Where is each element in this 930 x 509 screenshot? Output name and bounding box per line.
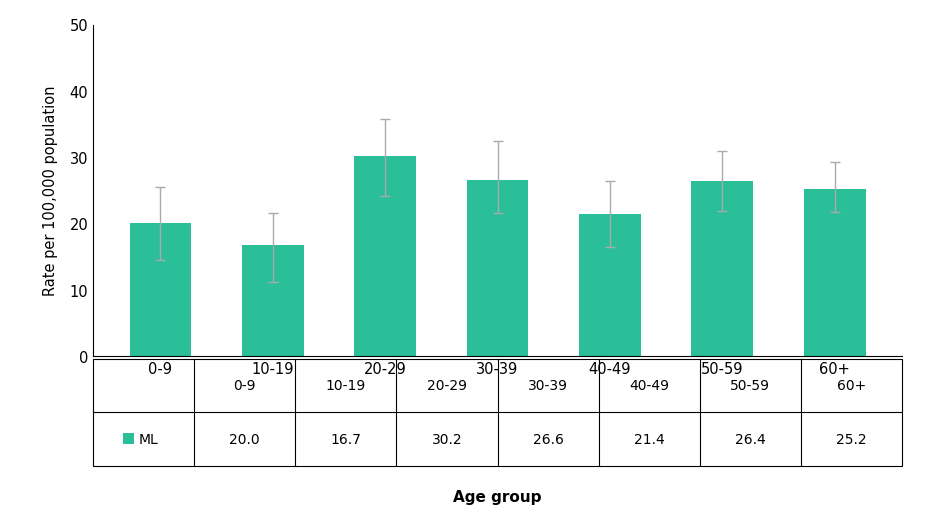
Text: ML: ML	[139, 432, 159, 446]
Text: 25.2: 25.2	[836, 432, 867, 446]
Text: 50-59: 50-59	[730, 379, 770, 392]
Bar	[579, 215, 641, 356]
Bar	[804, 189, 866, 356]
Text: 30-39: 30-39	[528, 379, 568, 392]
Text: 21.4: 21.4	[634, 432, 665, 446]
Bar	[242, 246, 304, 356]
Text: 26.4: 26.4	[735, 432, 765, 446]
Bar	[129, 224, 192, 356]
Bar	[354, 156, 416, 356]
Text: 20.0: 20.0	[230, 432, 260, 446]
Bar	[691, 182, 753, 356]
Text: 26.6: 26.6	[533, 432, 564, 446]
Text: 16.7: 16.7	[330, 432, 361, 446]
Text: 20-29: 20-29	[427, 379, 467, 392]
Text: Age group: Age group	[453, 489, 542, 504]
Bar	[467, 180, 528, 356]
Text: 40-49: 40-49	[630, 379, 670, 392]
Text: 0-9: 0-9	[233, 379, 256, 392]
Text: 10-19: 10-19	[326, 379, 366, 392]
Text: 60+: 60+	[837, 379, 866, 392]
Y-axis label: Rate per 100,000 population: Rate per 100,000 population	[44, 86, 59, 296]
Text: 30.2: 30.2	[432, 432, 462, 446]
